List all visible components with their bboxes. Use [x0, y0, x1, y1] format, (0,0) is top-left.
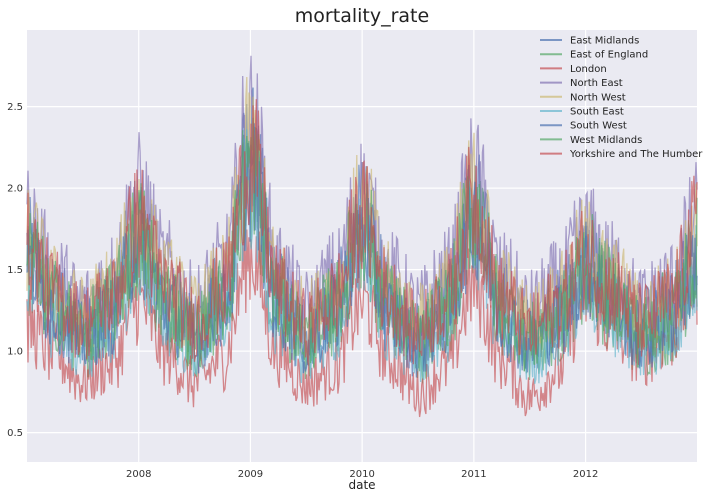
legend-label: South East	[570, 107, 624, 118]
x-tick-label: 2009	[238, 469, 263, 480]
legend-label: West Midlands	[570, 135, 642, 146]
x-tick-label: 2012	[573, 469, 598, 480]
y-tick-label: 2.5	[7, 102, 23, 113]
legend-label: North East	[570, 78, 623, 89]
legend-label: Yorkshire and The Humber	[569, 149, 703, 160]
y-tick-label: 0.5	[7, 428, 23, 439]
y-axis-ticks: 0.5 1.0 1.5 2.0 2.5	[7, 102, 23, 439]
legend-label: East Midlands	[570, 36, 639, 47]
chart-title: mortality_rate	[295, 5, 429, 27]
y-tick-label: 1.0	[7, 347, 23, 358]
y-tick-label: 1.5	[7, 265, 23, 276]
x-tick-label: 2011	[461, 469, 486, 480]
x-axis-ticks: 2008 2009 2010 2011 2012	[126, 469, 598, 480]
series-line-8	[26, 99, 698, 366]
legend: East Midlands East of England London North …	[540, 36, 703, 160]
legend-label: East of England	[570, 50, 648, 61]
series-lines	[26, 55, 698, 418]
y-tick-label: 2.0	[7, 184, 23, 195]
x-tick-label: 2008	[126, 469, 151, 480]
legend-label: North West	[570, 92, 626, 103]
legend-label: London	[570, 64, 607, 75]
x-tick-label: 2010	[349, 469, 374, 480]
x-axis-label: date	[348, 478, 375, 492]
legend-label: South West	[570, 121, 627, 132]
